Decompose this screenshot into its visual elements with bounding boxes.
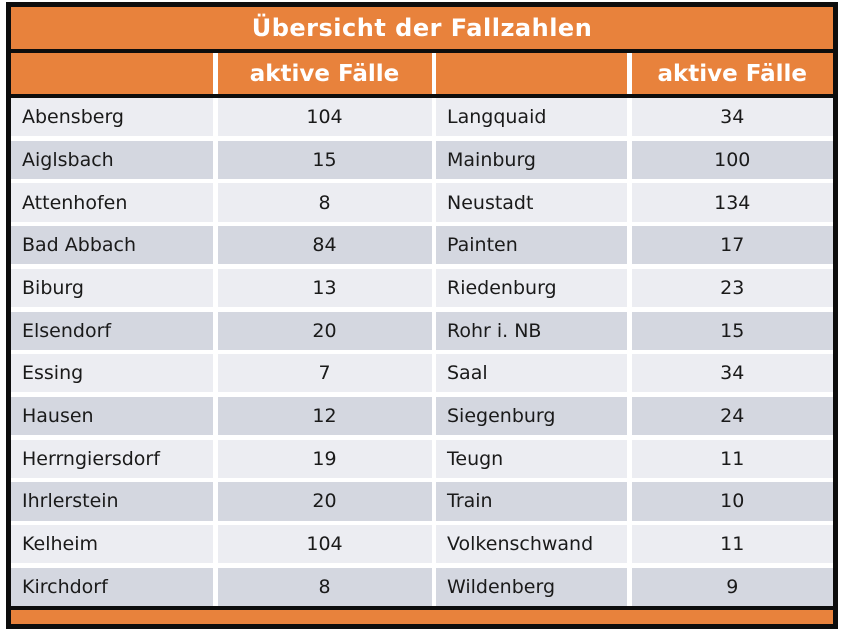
active-cases-cell: 19 bbox=[217, 439, 432, 478]
header-active-cases-left: aktive Fälle bbox=[217, 53, 432, 94]
municipality-name-cell: Train bbox=[436, 482, 627, 521]
active-cases-cell: 24 bbox=[631, 396, 833, 436]
municipality-name-cell: Wildenberg bbox=[436, 567, 627, 606]
active-cases-cell: 84 bbox=[217, 226, 432, 265]
active-cases-cell: 10 bbox=[631, 482, 833, 521]
header-active-cases-right: aktive Fälle bbox=[631, 53, 833, 94]
footer-strip bbox=[11, 610, 833, 624]
municipality-name-cell: Essing bbox=[11, 354, 213, 393]
municipality-name-cell: Hausen bbox=[11, 396, 213, 436]
active-cases-cell: 8 bbox=[217, 183, 432, 222]
table-header-row: aktive Fälle aktive Fälle bbox=[11, 53, 833, 94]
municipality-name-cell: Abensberg bbox=[11, 98, 213, 137]
header-spacer-right bbox=[436, 53, 627, 94]
active-cases-cell: 7 bbox=[217, 354, 432, 393]
active-cases-cell: 15 bbox=[631, 311, 833, 350]
municipality-name-cell: Mainburg bbox=[436, 140, 627, 179]
active-cases-cell: 20 bbox=[217, 482, 432, 521]
municipality-name-cell: Saal bbox=[436, 354, 627, 393]
active-cases-cell: 104 bbox=[217, 525, 432, 564]
municipality-name-cell: Ihrlerstein bbox=[11, 482, 213, 521]
table-title-bar: Übersicht der Fallzahlen bbox=[11, 7, 833, 49]
active-cases-cell: 20 bbox=[217, 311, 432, 350]
active-cases-cell: 8 bbox=[217, 567, 432, 606]
municipality-name-cell: Herrngiersdorf bbox=[11, 439, 213, 478]
municipality-name-cell: Siegenburg bbox=[436, 396, 627, 436]
municipality-name-cell: Elsendorf bbox=[11, 311, 213, 350]
municipality-name-cell: Kirchdorf bbox=[11, 567, 213, 606]
active-cases-cell: 134 bbox=[631, 183, 833, 222]
header-spacer-left bbox=[11, 53, 213, 94]
municipality-name-cell: Riedenburg bbox=[436, 268, 627, 308]
municipality-name-cell: Neustadt bbox=[436, 183, 627, 222]
municipality-name-cell: Attenhofen bbox=[11, 183, 213, 222]
active-cases-cell: 13 bbox=[217, 268, 432, 308]
fallzahlen-table: Übersicht der Fallzahlen aktive Fälle ak… bbox=[6, 2, 838, 629]
cases-table-body: Abensberg 104 Langquaid 34 Aiglsbach 15 Mainbu… bbox=[11, 98, 833, 606]
municipality-name-cell: Langquaid bbox=[436, 98, 627, 137]
municipality-name-cell: Volkenschwand bbox=[436, 525, 627, 564]
active-cases-cell: 12 bbox=[217, 396, 432, 436]
municipality-name-cell: Bad Abbach bbox=[11, 226, 213, 265]
active-cases-cell: 15 bbox=[217, 140, 432, 179]
municipality-name-cell: Kelheim bbox=[11, 525, 213, 564]
active-cases-cell: 9 bbox=[631, 567, 833, 606]
table-title: Übersicht der Fallzahlen bbox=[251, 14, 593, 42]
municipality-name-cell: Aiglsbach bbox=[11, 140, 213, 179]
municipality-name-cell: Teugn bbox=[436, 439, 627, 478]
municipality-name-cell: Painten bbox=[436, 226, 627, 265]
active-cases-cell: 104 bbox=[217, 98, 432, 137]
active-cases-cell: 34 bbox=[631, 98, 833, 137]
active-cases-cell: 11 bbox=[631, 439, 833, 478]
municipality-name-cell: Rohr i. NB bbox=[436, 311, 627, 350]
active-cases-cell: 34 bbox=[631, 354, 833, 393]
municipality-name-cell: Biburg bbox=[11, 268, 213, 308]
active-cases-cell: 17 bbox=[631, 226, 833, 265]
active-cases-cell: 11 bbox=[631, 525, 833, 564]
active-cases-cell: 23 bbox=[631, 268, 833, 308]
active-cases-cell: 100 bbox=[631, 140, 833, 179]
